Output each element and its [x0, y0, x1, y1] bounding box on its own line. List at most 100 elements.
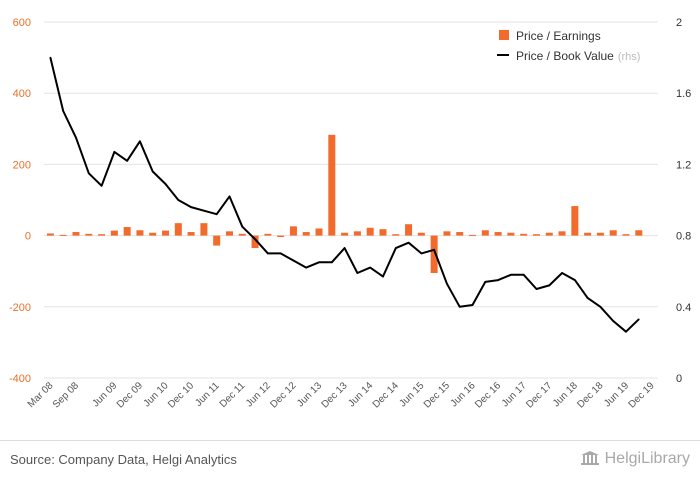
bar-price-earnings: [622, 234, 630, 236]
point-price-book: [254, 238, 256, 240]
x-tick-label: Dec 15: [422, 380, 452, 410]
x-tick-label: Jun 16: [449, 380, 478, 409]
library-icon: [580, 451, 599, 465]
point-price-book: [407, 241, 410, 244]
point-price-book: [190, 206, 192, 208]
point-price-book: [548, 284, 551, 287]
x-tick-label: Dec 11: [218, 380, 248, 410]
x-tick-label: Sep 08: [51, 380, 81, 410]
point-price-book: [343, 247, 346, 249]
right-tick-label: 1.2: [676, 159, 691, 171]
point-price-book: [49, 56, 52, 59]
x-tick-label: Dec 18: [575, 380, 605, 410]
x-tick-label: Dec 12: [268, 380, 298, 410]
footer-divider: [0, 440, 700, 441]
point-price-book: [241, 225, 244, 228]
bar-price-earnings: [469, 234, 477, 236]
bar-price-earnings: [123, 227, 131, 236]
point-price-book: [458, 306, 461, 308]
bar-price-earnings: [584, 232, 592, 236]
bar-price-earnings: [392, 234, 400, 236]
bar-price-earnings: [341, 232, 349, 236]
bar-price-earnings: [162, 230, 170, 236]
x-tick-label: Jun 19: [602, 380, 631, 409]
brand-name: HelgiLibrary: [604, 450, 690, 467]
left-tick-label: 400: [13, 88, 31, 100]
point-price-book: [535, 288, 538, 290]
point-price-book: [382, 275, 384, 278]
line-price-book: [49, 57, 640, 333]
point-price-book: [497, 279, 499, 281]
left-tick-label: 600: [13, 17, 31, 29]
bar-price-earnings: [136, 230, 144, 236]
bar-price-earnings: [520, 233, 528, 236]
point-price-book: [100, 184, 103, 187]
point-price-book: [62, 110, 64, 112]
left-tick-label: 0: [25, 231, 31, 243]
bar-price-earnings: [238, 233, 246, 236]
left-tick-label: -200: [9, 302, 31, 314]
bar-price-earnings: [315, 228, 323, 236]
x-tick-label: Jun 15: [397, 380, 426, 409]
point-price-book: [471, 304, 474, 306]
bar-price-earnings: [353, 231, 361, 236]
point-price-book: [394, 247, 397, 249]
point-price-book: [420, 252, 423, 255]
bar-series-price-earnings: [46, 134, 643, 273]
legend-label-price-book-name: Price / Book Value: [516, 49, 614, 63]
bar-price-earnings: [213, 235, 221, 246]
bar-price-earnings: [532, 234, 540, 236]
bar-price-earnings: [430, 235, 438, 273]
legend-label-price-book: Price / Book Value (rhs): [516, 49, 640, 63]
bar-price-earnings: [328, 134, 336, 236]
bar-price-earnings: [187, 232, 195, 236]
point-price-book: [522, 273, 525, 276]
point-price-book: [215, 213, 218, 216]
line-series-price-book: [49, 56, 640, 333]
left-axis: 600 400 200 0 -200 -400: [9, 17, 31, 385]
legend-label-price-earnings: Price / Earnings: [516, 29, 601, 43]
bar-price-earnings: [596, 232, 604, 236]
point-price-book: [356, 272, 359, 274]
bar-price-earnings: [456, 232, 464, 236]
right-axis: 2 1.6 1.2 0.8 0.4 0: [676, 17, 691, 385]
point-price-book: [625, 330, 627, 333]
x-tick-label: Dec 17: [524, 380, 554, 410]
bar-price-earnings: [174, 223, 182, 236]
x-tick-label: Dec 13: [320, 380, 350, 410]
bar-price-earnings: [289, 226, 297, 236]
bar-price-earnings: [405, 224, 413, 236]
point-price-book: [484, 281, 487, 283]
left-tick-label: 200: [13, 159, 31, 171]
point-price-book: [305, 266, 308, 269]
point-price-book: [561, 272, 563, 274]
point-price-book: [87, 172, 90, 175]
bar-price-earnings: [635, 230, 643, 236]
point-price-book: [510, 273, 512, 276]
bar-price-earnings: [72, 232, 80, 236]
legend: Price / Earnings Price / Book Value (rhs): [497, 29, 640, 63]
bar-price-earnings: [251, 235, 259, 249]
bar-price-earnings: [200, 223, 208, 236]
point-price-book: [638, 318, 640, 321]
x-tick-label: Jun 13: [295, 380, 324, 409]
bar-price-earnings: [443, 231, 451, 236]
x-tick-label: Dec 10: [166, 380, 196, 410]
bar-price-earnings: [379, 229, 387, 236]
bar-price-earnings: [98, 234, 106, 236]
source-note: Source: Company Data, Helgi Analytics: [10, 452, 237, 467]
bar-price-earnings: [545, 232, 553, 236]
right-tick-label: 2: [676, 17, 682, 29]
bar-price-earnings: [558, 231, 566, 236]
bar-price-earnings: [571, 206, 579, 236]
bar-price-earnings: [46, 233, 54, 236]
point-price-book: [151, 170, 154, 173]
point-price-book: [164, 183, 167, 185]
right-tick-label: 0: [676, 373, 682, 385]
bar-price-earnings: [609, 230, 617, 236]
point-price-book: [574, 279, 576, 281]
x-tick-label: Dec 16: [473, 380, 503, 410]
x-tick-label: Dec 14: [371, 380, 401, 410]
right-tick-label: 1.6: [676, 88, 691, 100]
